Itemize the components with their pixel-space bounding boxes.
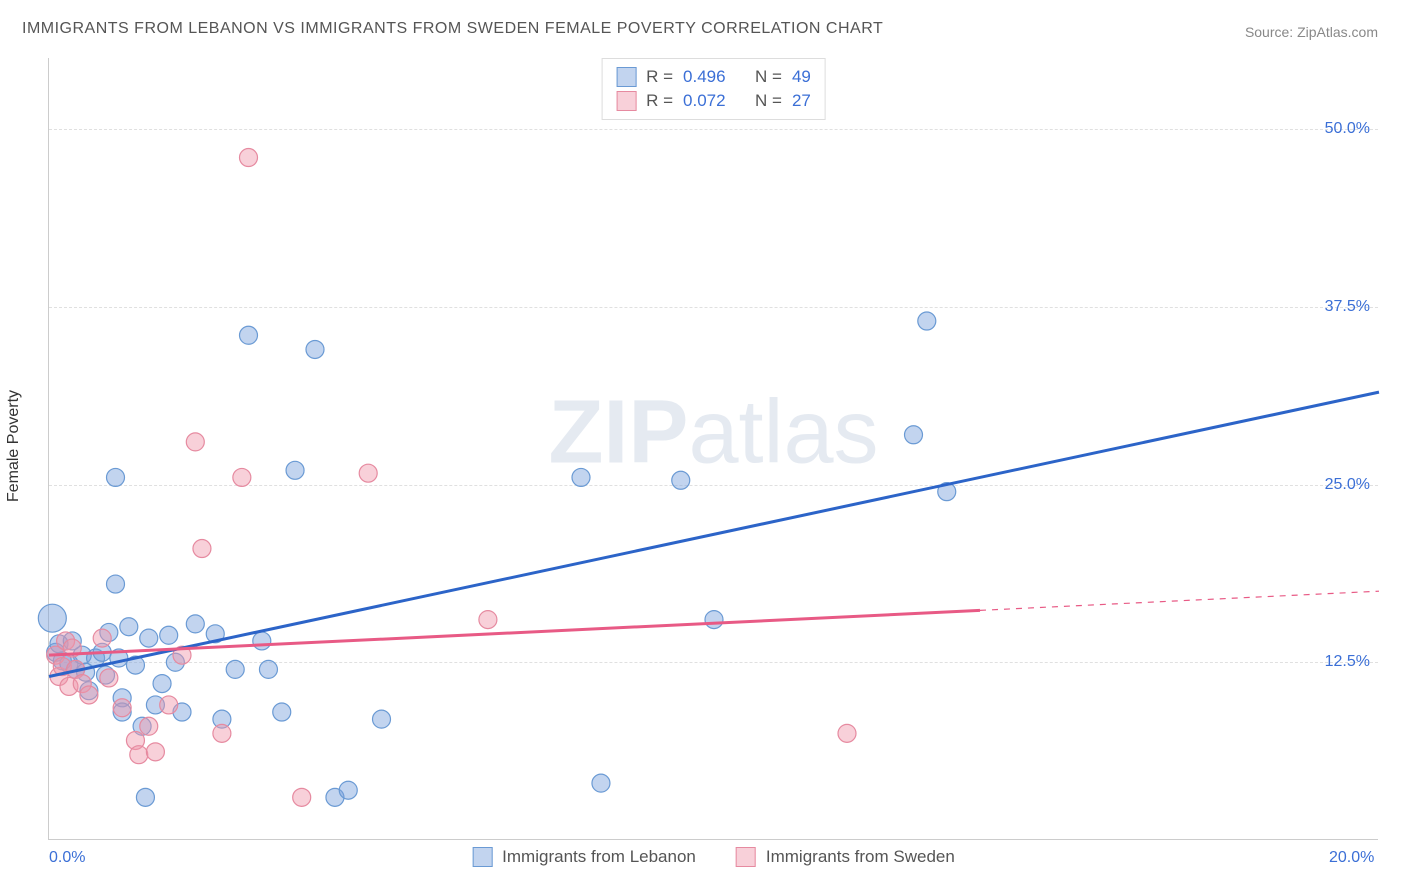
- r-label: R =: [646, 91, 673, 111]
- chart-svg: [49, 58, 1378, 839]
- source-value: ZipAtlas.com: [1297, 24, 1378, 40]
- y-tick-label: 25.0%: [1325, 476, 1370, 494]
- bottom-legend: Immigrants from Lebanon Immigrants from …: [472, 847, 955, 867]
- source-attribution: Source: ZipAtlas.com: [1245, 24, 1378, 40]
- y-tick-label: 50.0%: [1325, 120, 1370, 138]
- stats-row-sweden: R = 0.072 N = 27: [616, 89, 811, 113]
- legend-label-sweden: Immigrants from Sweden: [766, 847, 955, 867]
- source-label: Source:: [1245, 24, 1293, 40]
- n-value-sweden: 27: [792, 91, 811, 111]
- r-value-lebanon: 0.496: [683, 67, 726, 87]
- r-value-sweden: 0.072: [683, 91, 726, 111]
- swatch-sweden-bottom: [736, 847, 756, 867]
- swatch-lebanon: [616, 67, 636, 87]
- chart-title: IMMIGRANTS FROM LEBANON VS IMMIGRANTS FR…: [22, 20, 883, 38]
- plot-area: ZIPatlas R = 0.496 N = 49 R = 0.072 N = …: [48, 58, 1378, 840]
- y-axis-label: Female Poverty: [5, 390, 23, 502]
- stats-row-lebanon: R = 0.496 N = 49: [616, 65, 811, 89]
- y-tick-label: 37.5%: [1325, 298, 1370, 316]
- legend-label-lebanon: Immigrants from Lebanon: [502, 847, 696, 867]
- x-tick-label: 0.0%: [49, 849, 85, 867]
- legend-item-sweden: Immigrants from Sweden: [736, 847, 955, 867]
- swatch-lebanon-bottom: [472, 847, 492, 867]
- y-tick-label: 12.5%: [1325, 653, 1370, 671]
- legend-item-lebanon: Immigrants from Lebanon: [472, 847, 696, 867]
- n-label: N =: [755, 91, 782, 111]
- r-label: R =: [646, 67, 673, 87]
- n-value-lebanon: 49: [792, 67, 811, 87]
- stats-legend-box: R = 0.496 N = 49 R = 0.072 N = 27: [601, 58, 826, 120]
- n-label: N =: [755, 67, 782, 87]
- swatch-sweden: [616, 91, 636, 111]
- x-tick-label: 20.0%: [1329, 849, 1374, 867]
